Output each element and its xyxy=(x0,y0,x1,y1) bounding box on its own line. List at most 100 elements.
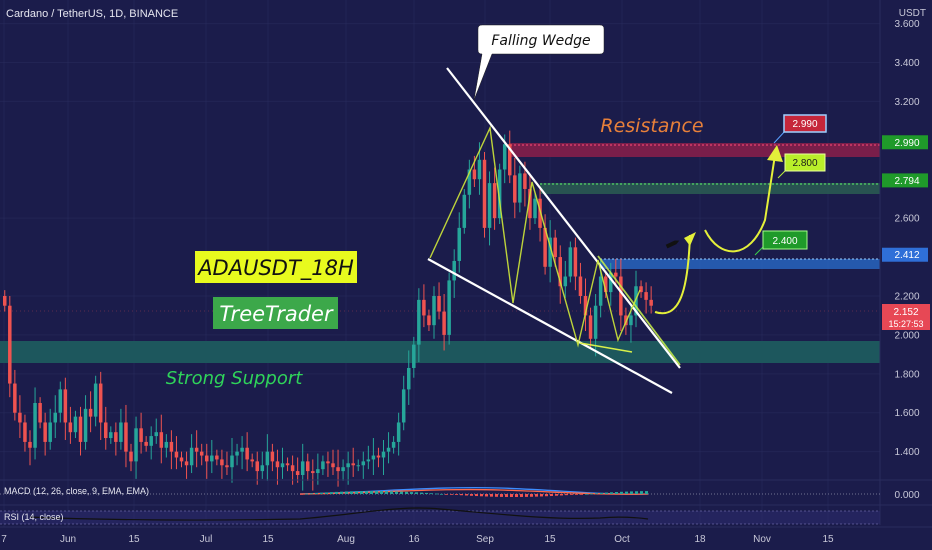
macd-bar xyxy=(540,494,543,497)
macd-bar xyxy=(380,491,383,494)
candle-body xyxy=(184,461,189,466)
candle-body xyxy=(63,389,68,423)
macd-bar xyxy=(475,494,478,497)
candle-body xyxy=(250,459,254,462)
candle-body xyxy=(225,465,229,468)
candle-body xyxy=(442,311,446,335)
candle-body xyxy=(467,169,472,195)
candle-body xyxy=(78,416,83,442)
macd-bar xyxy=(400,491,403,494)
time-tick-label: 15 xyxy=(544,534,556,545)
candle-body xyxy=(482,159,487,228)
price-tick-label: 1.800 xyxy=(894,369,919,380)
candle-body xyxy=(290,465,295,472)
candle-body xyxy=(210,455,214,462)
price-tick-label: 2.200 xyxy=(894,291,919,302)
candle-body xyxy=(280,463,285,468)
candle-body xyxy=(295,471,300,475)
candle-body xyxy=(13,383,17,413)
price-tag-2.412 xyxy=(882,247,928,262)
macd-bar xyxy=(445,494,448,495)
macd-bar xyxy=(515,494,518,497)
price-axis[interactable]: 3.600 3.400 3.200 2.990 2.794 2.600 2.412 2.200… xyxy=(882,19,928,458)
candle-body xyxy=(543,227,547,267)
candle-body xyxy=(351,463,355,466)
candle-body xyxy=(179,457,184,462)
svg-text:2.400: 2.400 xyxy=(772,236,797,247)
macd-bar xyxy=(375,491,378,494)
candle-body xyxy=(502,144,507,170)
macd-bar xyxy=(555,494,558,496)
strong-support-zone xyxy=(0,341,880,363)
candle-body xyxy=(513,175,517,203)
price-tick-label: 1.600 xyxy=(894,408,919,419)
symbol-title: Cardano / TetherUS, 1D, BINANCE xyxy=(6,8,178,20)
rsi-label: RSI (14, close) xyxy=(4,512,64,522)
candle-body xyxy=(558,257,562,287)
candle-body xyxy=(119,422,123,442)
macd-bar xyxy=(365,491,368,494)
price-tick-label: 2.794 xyxy=(894,176,919,187)
projection-path xyxy=(654,234,691,315)
wave-support-line xyxy=(579,342,633,353)
candle-body xyxy=(88,408,93,417)
candle-body xyxy=(199,451,204,456)
macd-bar xyxy=(480,494,483,497)
candle-body xyxy=(235,451,239,456)
candle-body xyxy=(361,461,366,466)
candle-body xyxy=(8,305,12,384)
candle-body xyxy=(497,169,502,219)
target-label-2400: 2.400 xyxy=(754,230,808,256)
candle-body xyxy=(598,276,603,306)
candle-body xyxy=(285,463,290,466)
candle-body xyxy=(316,469,320,474)
candle-body xyxy=(487,183,492,228)
svg-text:2.800: 2.800 xyxy=(792,158,817,169)
candle-body xyxy=(548,237,552,267)
macd-bar xyxy=(615,492,618,494)
macd-bar xyxy=(640,491,643,494)
candle-body xyxy=(149,436,153,446)
candle-body xyxy=(603,276,608,293)
macd-bar xyxy=(580,494,583,495)
macd-bar xyxy=(355,491,358,494)
candle-body xyxy=(422,299,426,316)
candle-body xyxy=(508,144,512,176)
svg-text:2.152: 2.152 xyxy=(893,307,918,318)
candle-body xyxy=(437,295,441,312)
candle-body xyxy=(144,441,148,446)
price-tag-2.794 xyxy=(882,173,928,188)
candle-body xyxy=(3,295,7,306)
macd-bar xyxy=(610,492,613,494)
svg-text:Falling Wedge: Falling Wedge xyxy=(491,33,590,49)
candle-body xyxy=(593,305,598,339)
current-price-tag: 2.152 15:27:53 xyxy=(882,304,930,330)
candle-body xyxy=(48,422,52,442)
price-tick-label: 3.600 xyxy=(894,19,919,30)
candle-body xyxy=(336,467,340,472)
time-tick-label: Sep xyxy=(476,534,494,545)
macd-bar xyxy=(435,493,438,495)
macd-bar xyxy=(340,491,343,494)
macd-bar xyxy=(470,494,473,496)
candle-body xyxy=(114,432,118,442)
rsi-pane: RSI (14, close) xyxy=(0,507,880,525)
candle-body xyxy=(583,295,588,316)
author-badge: TreeTrader xyxy=(213,297,338,329)
macd-bar xyxy=(575,494,578,495)
candle-body xyxy=(220,459,224,466)
macd-bar xyxy=(315,493,318,494)
macd-bar xyxy=(450,494,453,495)
macd-bar xyxy=(595,493,598,494)
candle-body xyxy=(139,428,143,442)
macd-bar xyxy=(350,491,353,494)
time-axis[interactable]: 7 Jun 15 Jul 15 Aug 16 Sep 15 Oct 18 Nov 15 xyxy=(1,534,834,545)
candle-body xyxy=(366,459,371,462)
candle-body xyxy=(518,173,522,203)
wedge-lower-line xyxy=(427,258,673,394)
candle-body xyxy=(457,227,461,261)
candle-body xyxy=(523,173,527,189)
candle-body xyxy=(553,237,557,258)
